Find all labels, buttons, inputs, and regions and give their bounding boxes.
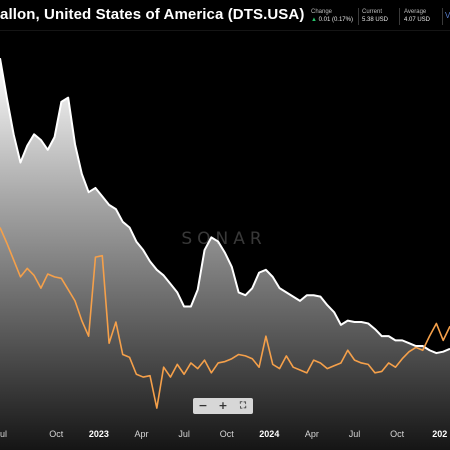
- current-stat: Current 5.38 USD: [362, 8, 388, 24]
- x-tick-label: Apr: [305, 429, 319, 439]
- x-tick-label: Oct: [220, 429, 235, 439]
- edge-glyph: V: [445, 11, 450, 20]
- zoom-controls: − + ⛶: [193, 398, 253, 414]
- x-tick-label: 202: [432, 429, 447, 439]
- x-tick-label: Jul: [178, 429, 190, 439]
- sonar-watermark: SONAR: [181, 229, 266, 249]
- x-tick-label: Oct: [49, 429, 64, 439]
- zoom-in-button[interactable]: +: [218, 399, 228, 412]
- x-tick-label: Oct: [390, 429, 405, 439]
- series-line-price: [0, 57, 450, 355]
- stat-divider: [399, 8, 400, 25]
- zoom-out-button[interactable]: −: [198, 399, 208, 412]
- header-divider: [0, 30, 450, 31]
- x-tick-label: 2024: [259, 429, 279, 439]
- page-title: allon, United States of America (DTS.USA…: [0, 6, 305, 23]
- current-value: 5.38 USD: [362, 17, 389, 23]
- up-arrow-icon: ▲: [311, 17, 317, 23]
- stat-divider: [442, 8, 443, 25]
- x-tick-label: Apr: [134, 429, 148, 439]
- series-line-overlay: [0, 227, 450, 409]
- current-label: Current: [362, 9, 383, 15]
- stat-divider: [358, 8, 359, 25]
- fit-screen-button[interactable]: ⛶: [239, 401, 247, 411]
- change-stat: Change ▲ 0.01 (0.17%): [311, 8, 353, 24]
- average-stat: Average 4.07 USD: [404, 8, 430, 24]
- average-label: Average: [404, 9, 427, 15]
- change-value: 0.01 (0.17%): [318, 17, 353, 23]
- change-label: Change: [311, 9, 333, 15]
- x-tick-label: 2023: [89, 429, 109, 439]
- x-tick-label: ul: [0, 429, 7, 439]
- average-value: 4.07 USD: [404, 17, 431, 23]
- x-tick-label: Jul: [349, 429, 361, 439]
